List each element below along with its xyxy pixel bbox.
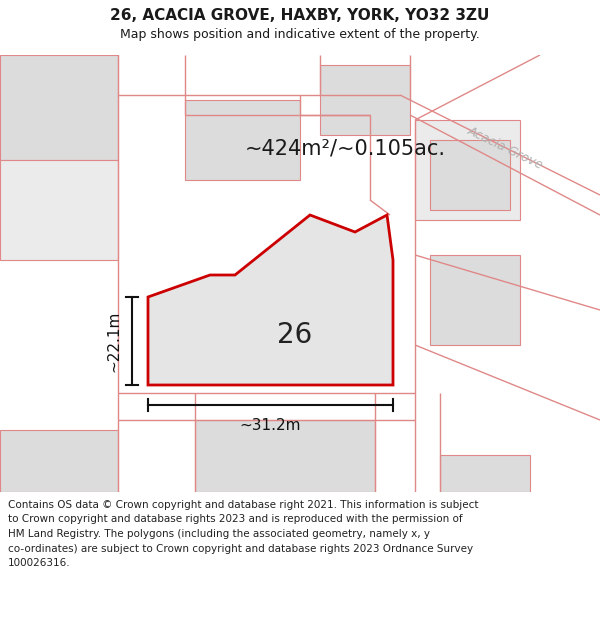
Text: to Crown copyright and database rights 2023 and is reproduced with the permissio: to Crown copyright and database rights 2…: [8, 514, 463, 524]
Polygon shape: [185, 100, 300, 180]
Polygon shape: [320, 65, 410, 135]
Text: Map shows position and indicative extent of the property.: Map shows position and indicative extent…: [120, 28, 480, 41]
Text: 26, ACACIA GROVE, HAXBY, YORK, YO32 3ZU: 26, ACACIA GROVE, HAXBY, YORK, YO32 3ZU: [110, 8, 490, 23]
Text: ~424m²/~0.105ac.: ~424m²/~0.105ac.: [245, 138, 446, 158]
Polygon shape: [430, 255, 520, 345]
Polygon shape: [148, 215, 393, 385]
Text: co-ordinates) are subject to Crown copyright and database rights 2023 Ordnance S: co-ordinates) are subject to Crown copyr…: [8, 544, 473, 554]
Text: Acacia Grove: Acacia Grove: [465, 124, 545, 172]
Text: ~31.2m: ~31.2m: [239, 418, 301, 433]
Text: Contains OS data © Crown copyright and database right 2021. This information is : Contains OS data © Crown copyright and d…: [8, 500, 479, 510]
Text: ~22.1m: ~22.1m: [107, 310, 121, 372]
Text: 100026316.: 100026316.: [8, 558, 71, 568]
Polygon shape: [440, 455, 530, 492]
Text: 26: 26: [277, 321, 313, 349]
Polygon shape: [195, 420, 375, 492]
Polygon shape: [415, 120, 520, 220]
Polygon shape: [0, 55, 118, 160]
Polygon shape: [0, 160, 118, 260]
Text: HM Land Registry. The polygons (including the associated geometry, namely x, y: HM Land Registry. The polygons (includin…: [8, 529, 430, 539]
Polygon shape: [430, 140, 510, 210]
Polygon shape: [0, 430, 118, 492]
